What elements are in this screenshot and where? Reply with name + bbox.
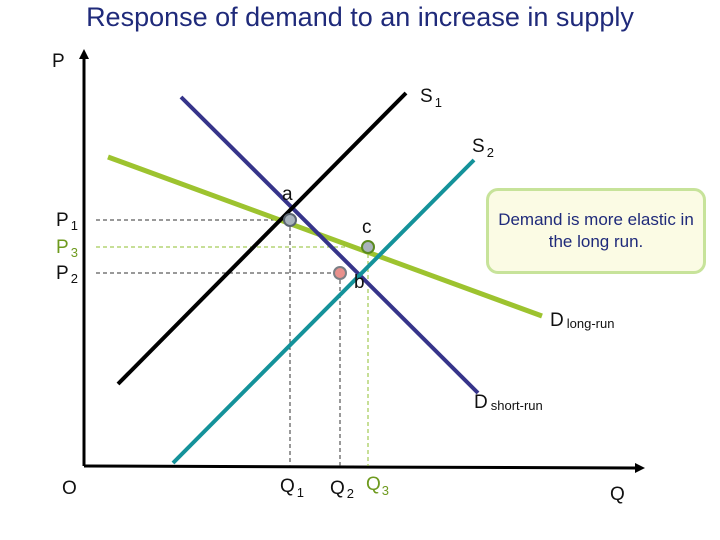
- quantity-label-q3-main: Q: [366, 474, 381, 495]
- y-axis-label: P: [52, 51, 65, 72]
- point-b-label: b: [354, 272, 365, 293]
- s1-label-sub: 1: [435, 95, 442, 110]
- supply-s1-curve: [116, 91, 408, 386]
- elasticity-note-text: Demand is more elastic in the long run.: [498, 210, 694, 251]
- d-long-run-label-main: D: [550, 310, 564, 331]
- price-label-p2-main: P: [56, 263, 69, 284]
- price-label-p3-main: P: [56, 237, 69, 258]
- supply-s2-curve: [171, 158, 476, 465]
- d-short-run-label-main: D: [474, 392, 488, 413]
- x-axis: [83, 462, 645, 473]
- price-label-p2-sub: 2: [71, 271, 78, 286]
- price-label-p3-sub: 3: [71, 245, 78, 260]
- d-long-run-label-sub: long-run: [567, 316, 615, 331]
- quantity-label-q1-sub: 1: [297, 485, 304, 500]
- quantity-label-q3-sub: 3: [382, 483, 389, 498]
- page-title: Response of demand to an increase in sup…: [86, 2, 634, 32]
- d-short-run-label-sub: short-run: [491, 398, 543, 413]
- quantity-label-q2-sub: 2: [347, 486, 354, 501]
- demand-short-run-curve: [179, 95, 480, 395]
- point-a-label: a: [282, 184, 293, 205]
- point-c-label: c: [362, 217, 372, 238]
- quantity-label-q2-main: Q: [330, 478, 345, 499]
- s1-label-main: S: [420, 86, 433, 107]
- price-label-p1-main: P: [56, 210, 69, 231]
- elasticity-note-box: Demand is more elastic in the long run.: [486, 188, 706, 274]
- point-c-marker: [361, 240, 375, 254]
- point-b-marker: [333, 266, 347, 280]
- demand-long-run-curve: [107, 154, 543, 319]
- quantity-label-q1-main: Q: [280, 476, 295, 497]
- s2-label-main: S: [472, 136, 485, 157]
- origin-label: O: [62, 478, 77, 499]
- s2-label-sub: 2: [487, 145, 494, 160]
- quantity-label-q3: Q3: [366, 474, 389, 498]
- point-a-marker: [283, 213, 297, 227]
- price-label-p1-sub: 1: [71, 218, 78, 233]
- x-axis-label: Q: [610, 484, 625, 505]
